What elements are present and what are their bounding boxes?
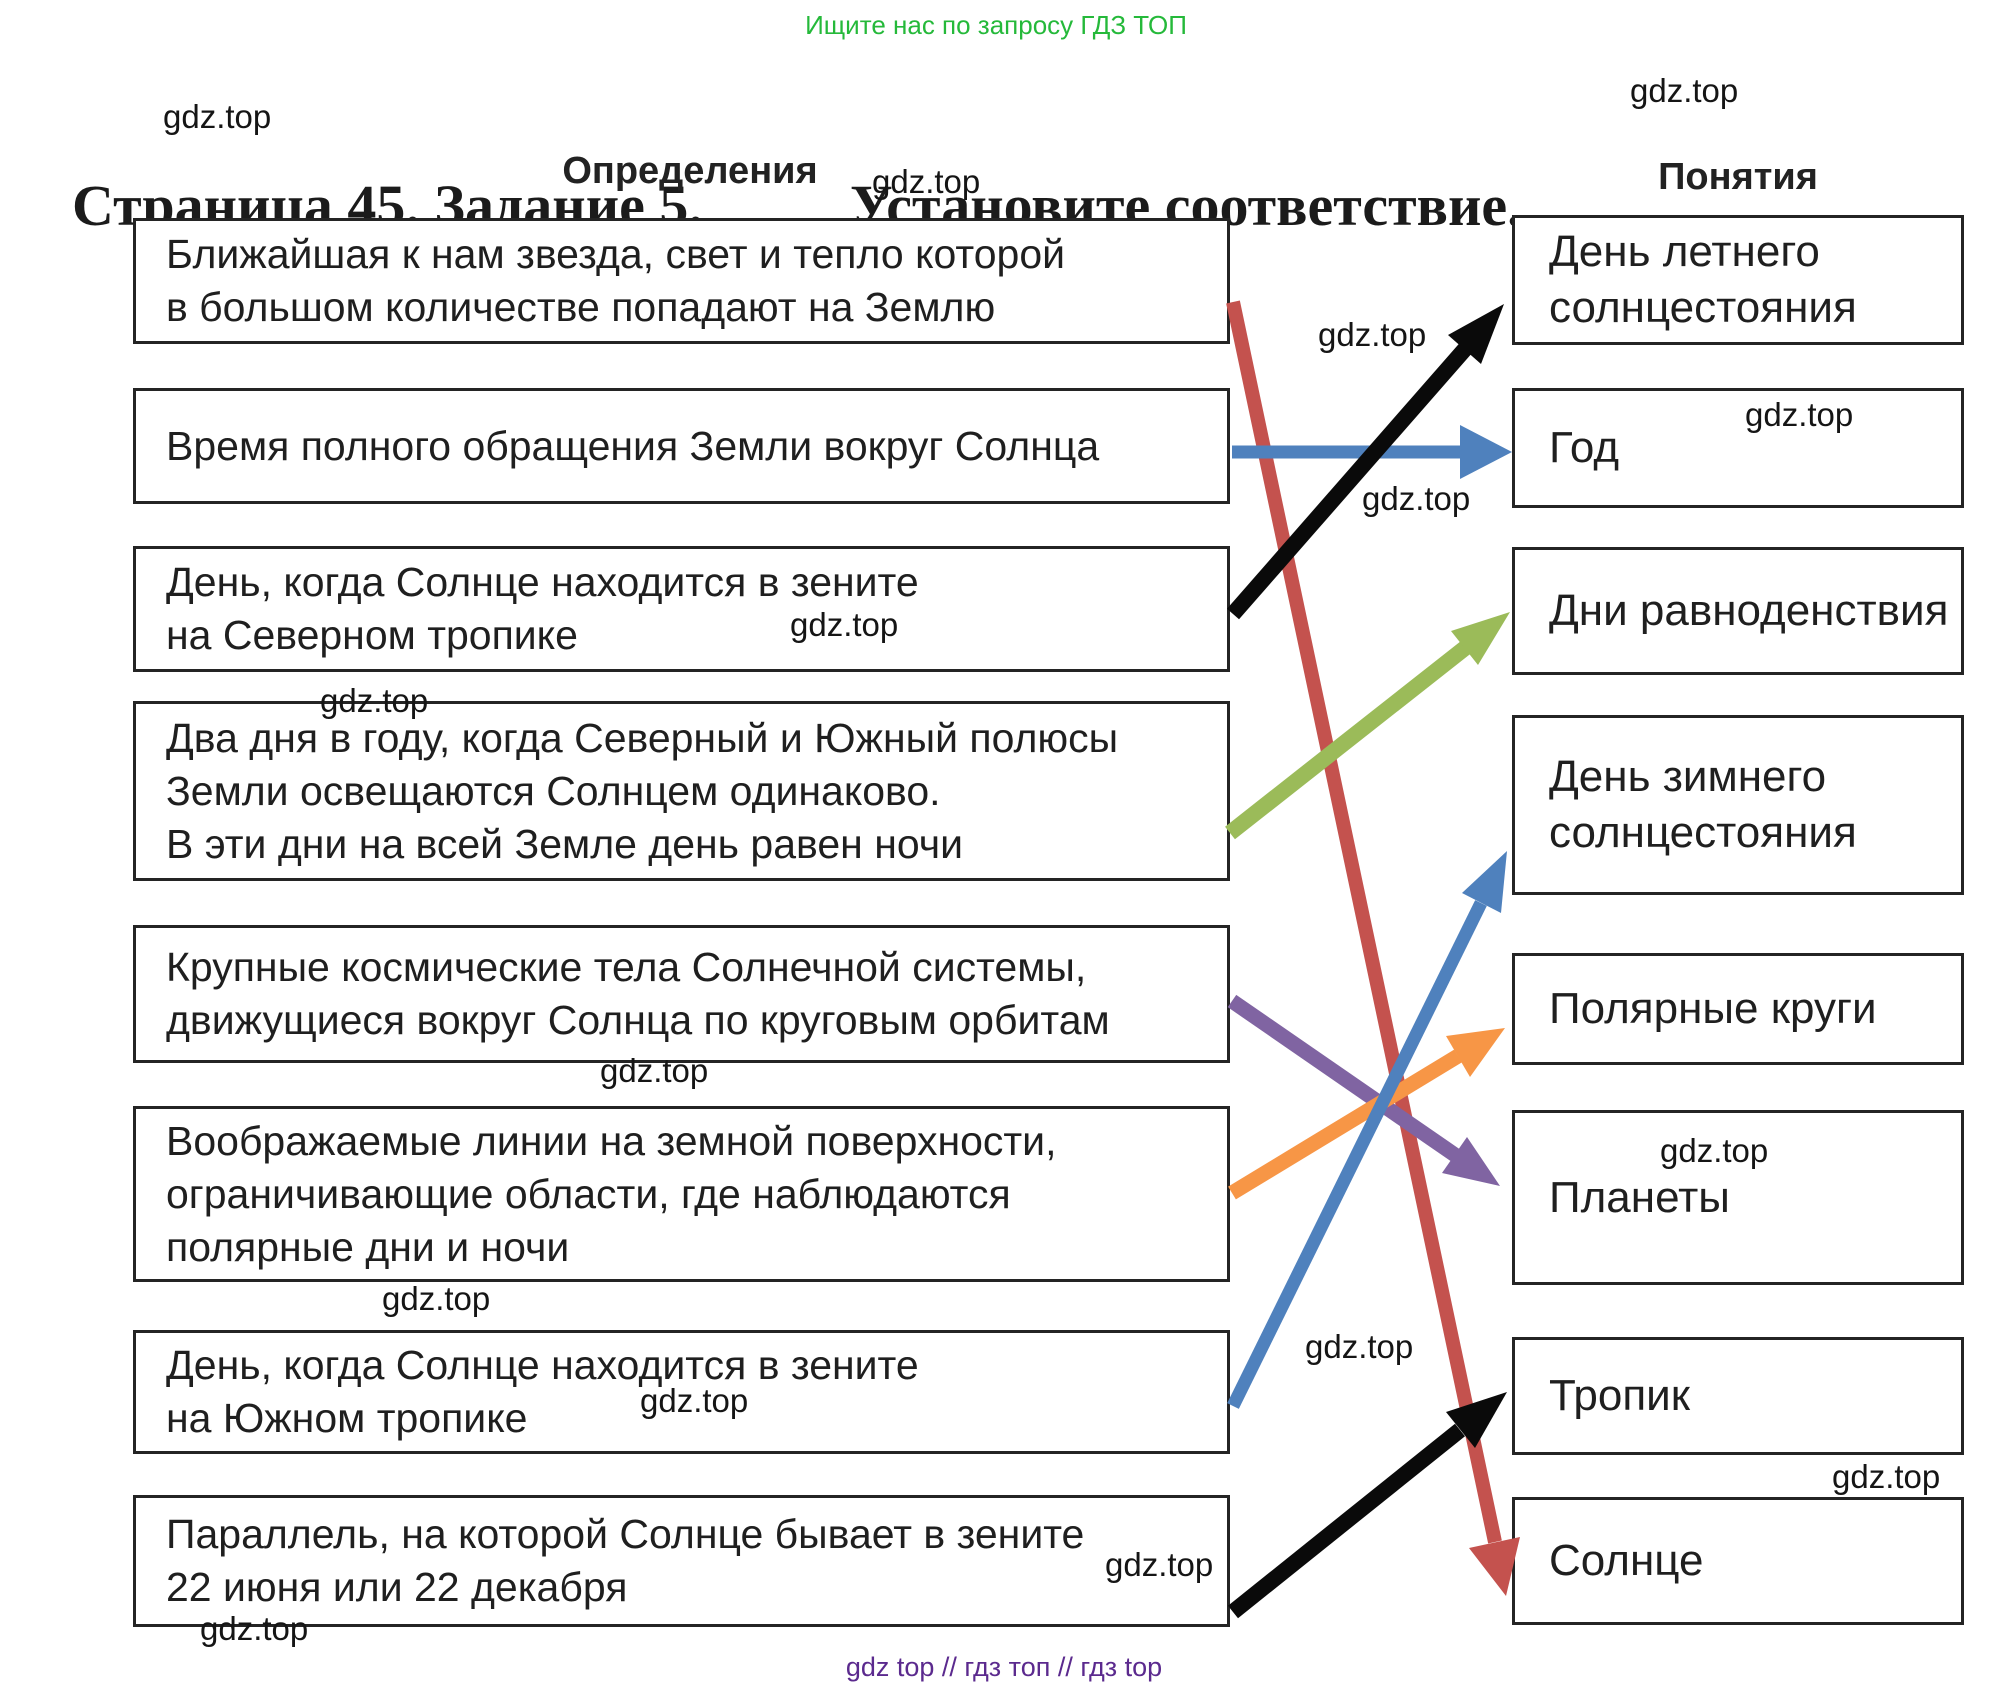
arrow-line-d4-c3 [1225, 641, 1470, 840]
definition-text-5: Крупные космические тела Солнечной систе… [166, 944, 1110, 1043]
definition-text-3: День, когда Солнце находится в зените на… [166, 559, 919, 658]
concept-text-3: Дни равноденствия [1549, 586, 1949, 635]
arrow-line-d5-c6 [1227, 994, 1460, 1162]
watermark: gdz.top [600, 1052, 709, 1089]
concept-box-polar-circles: Полярные круги [1512, 953, 1964, 1065]
concept-box-equinox-days: Дни равноденствия [1512, 547, 1964, 675]
watermark: gdz.top [1318, 316, 1427, 353]
definition-text-1: Ближайшая к нам звезда, свет и тепло кот… [166, 231, 1066, 330]
watermark: gdz.top [200, 1610, 309, 1647]
watermark: gdz.top [1105, 1546, 1214, 1583]
arrow-line-d8-c7 [1227, 1423, 1466, 1619]
arrow-head-d2-c2 [1460, 425, 1512, 479]
watermark: gdz.top [382, 1280, 491, 1317]
definition-box-4: Два дня в году, когда Северный и Южный п… [133, 701, 1230, 881]
arrow-head-d7-c4 [1462, 851, 1507, 913]
definition-box-6: Воображаемые линии на земной поверхности… [133, 1106, 1230, 1282]
watermark: gdz.top [1745, 396, 1854, 433]
watermark: gdz.top [640, 1382, 749, 1419]
watermark: gdz.top [790, 606, 899, 643]
promo-text: Ищите нас по запросу ГДЗ ТОП [805, 10, 1187, 40]
concept-text-2: Год [1549, 423, 1620, 472]
arrow-head-d4-c3 [1451, 612, 1510, 665]
concept-box-year: Год [1512, 388, 1964, 508]
definition-text-7: День, когда Солнце находится в зените на… [166, 1342, 919, 1441]
watermark: gdz.top [1660, 1132, 1769, 1169]
watermark: gdz.top [1832, 1458, 1941, 1495]
watermark: gdz.top [163, 98, 272, 135]
definition-box-7: День, когда Солнце находится в зените на… [133, 1330, 1230, 1454]
watermark: gdz.top [320, 682, 429, 719]
watermark: gdz.top [1362, 480, 1471, 517]
concept-box-tropic: Тропик [1512, 1337, 1964, 1455]
arrow-head-d6-c5 [1446, 1028, 1505, 1077]
footer-text: gdz top // гдз топ // гдз top [845, 1652, 1163, 1682]
definition-text-8: Параллель, на которой Солнце бывает в зе… [166, 1511, 1085, 1610]
watermark: gdz.top [872, 163, 981, 200]
arrow-line-d6-c5 [1228, 1049, 1462, 1200]
watermark: gdz.top [1305, 1328, 1414, 1365]
arrow-head-d8-c7 [1446, 1392, 1507, 1448]
definition-box-3: День, когда Солнце находится в зените на… [133, 546, 1230, 672]
concept-text-1: День летнего солнцестояния [1549, 227, 1857, 332]
column-header-definitions: Определения [562, 150, 818, 192]
definition-box-8: Параллель, на которой Солнце бывает в зе… [133, 1495, 1230, 1627]
concept-text-5: Полярные круги [1549, 984, 1877, 1033]
arrow-head-d5-c6 [1442, 1137, 1500, 1186]
arrow-head-d3-c1 [1448, 304, 1504, 364]
watermark: gdz.top [1630, 72, 1739, 109]
concept-text-7: Тропик [1549, 1371, 1691, 1420]
definition-box-2: Время полного обращения Земли вокруг Сол… [133, 388, 1230, 504]
concept-box-sun: Солнце [1512, 1497, 1964, 1625]
concept-text-6: Планеты [1549, 1172, 1730, 1222]
column-header-concepts: Понятия [1658, 156, 1818, 198]
definition-text-2: Время полного обращения Земли вокруг Сол… [166, 422, 1100, 469]
concept-text-8: Солнце [1549, 1536, 1704, 1585]
definition-box-1: Ближайшая к нам звезда, свет и тепло кот… [133, 218, 1230, 344]
concept-box-summer-solstice: День летнего солнцестояния [1512, 215, 1964, 345]
concept-box-winter-solstice: День зимнего солнцестояния [1512, 715, 1964, 895]
concept-text-4: День зимнего солнцестояния [1549, 752, 1857, 857]
definition-box-5: Крупные космические тела Солнечной систе… [133, 925, 1230, 1063]
definition-text-4: Два дня в году, когда Северный и Южный п… [166, 714, 1119, 867]
concept-box-planets: Планеты [1512, 1110, 1964, 1285]
definition-text-6: Воображаемые линии на земной поверхности… [166, 1117, 1057, 1270]
